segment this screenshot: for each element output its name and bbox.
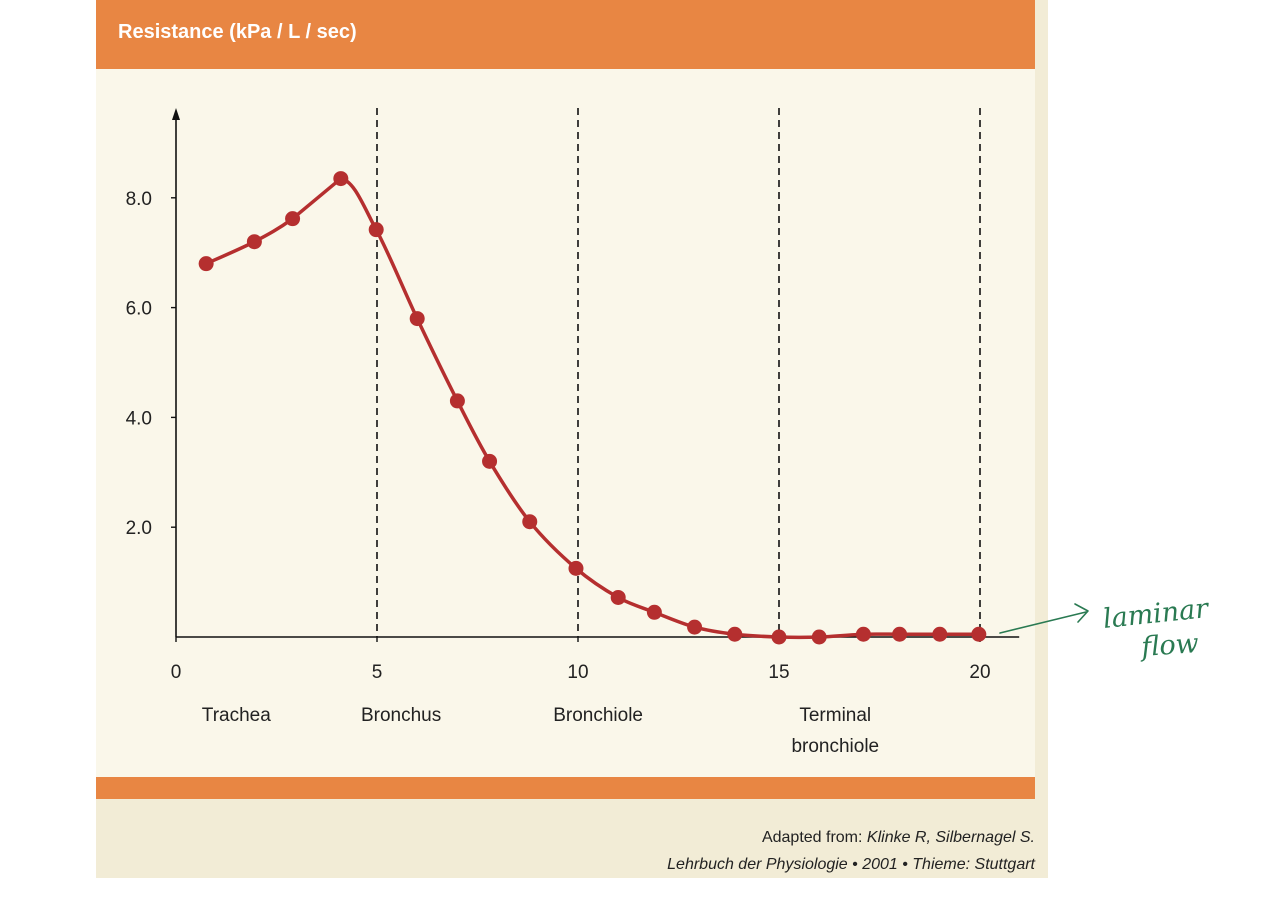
source-prefix: Adapted from: bbox=[761, 829, 867, 846]
data-point-12 bbox=[646, 604, 662, 620]
data-point-10 bbox=[568, 560, 584, 576]
region-label-1: Trachea bbox=[202, 705, 271, 726]
data-point-9 bbox=[522, 514, 538, 530]
data-point-14 bbox=[727, 626, 743, 642]
y-tick-label-2.0: 2.0 bbox=[126, 518, 152, 539]
axis-labels: 2.0 4.0 6.0 8.0 0 5 10 15 20 Trachea Bronchus Bronc… bbox=[126, 189, 991, 757]
x-tick-label-5: 5 bbox=[372, 662, 383, 683]
data-point-3 bbox=[285, 211, 301, 227]
y-tick-label-4.0: 4.0 bbox=[126, 408, 152, 429]
data-point-8 bbox=[482, 453, 498, 469]
y-tick-label-8.0: 8.0 bbox=[126, 189, 152, 210]
footer-band bbox=[96, 777, 1035, 799]
region-label-3: Bronchiole bbox=[553, 705, 643, 726]
source-book: Lehrbuch der Physiologie • 2001 • Thieme… bbox=[667, 856, 1035, 873]
x-tick-label-20: 20 bbox=[969, 662, 990, 683]
data-point-20 bbox=[971, 626, 987, 642]
data-point-5 bbox=[368, 222, 384, 238]
axes bbox=[171, 108, 1020, 642]
x-tick-label-10: 10 bbox=[567, 662, 588, 683]
dashed-lines bbox=[376, 108, 981, 637]
data-point-11 bbox=[610, 589, 626, 605]
annotation-arrow-shaft bbox=[999, 611, 1087, 634]
region-label-2-line-1: Bronchus bbox=[361, 705, 441, 726]
header-band: Resistance (kPa / L / sec) bbox=[96, 0, 1035, 69]
x-tick-label-15: 15 bbox=[768, 662, 789, 683]
data-point-6 bbox=[409, 311, 425, 327]
figure-panel: Resistance (kPa / L / sec) Adapted from:… bbox=[96, 0, 1048, 878]
source-authors: Klinke R, Silbernagel S. bbox=[866, 829, 1035, 846]
y-tick-label-6.0: 6.0 bbox=[126, 299, 152, 320]
source-citation: Adapted from: Klinke R, Silbernagel S. L… bbox=[667, 824, 1035, 878]
chart-title: Resistance (kPa / L / sec) bbox=[118, 21, 357, 43]
region-label-4-line-2: bronchiole bbox=[791, 736, 879, 757]
data-point-2 bbox=[246, 234, 262, 250]
series-group bbox=[198, 171, 987, 645]
x-tick-label-0: 0 bbox=[171, 662, 182, 683]
y-axis-arrow bbox=[172, 108, 180, 120]
region-label-4: Terminal bronchiole bbox=[791, 705, 879, 757]
data-point-7 bbox=[449, 393, 465, 409]
region-label-1-line-1: Trachea bbox=[202, 705, 271, 726]
region-label-3-line-1: Bronchiole bbox=[553, 705, 643, 726]
data-point-16 bbox=[811, 629, 827, 645]
data-point-15 bbox=[771, 629, 787, 645]
data-point-18 bbox=[892, 626, 908, 642]
data-point-1 bbox=[198, 256, 214, 272]
region-label-4-line-1: Terminal bbox=[799, 705, 871, 726]
data-point-19 bbox=[932, 626, 948, 642]
annotation-text-line2: flow bbox=[1138, 628, 1199, 663]
region-label-2: Bronchus bbox=[361, 705, 441, 726]
annotation-arrow-head bbox=[1074, 603, 1089, 623]
data-point-17 bbox=[855, 626, 871, 642]
data-point-4 bbox=[333, 171, 349, 187]
chart-panel: Resistance (kPa / L / sec) bbox=[96, 0, 1035, 799]
data-point-13 bbox=[687, 619, 703, 635]
